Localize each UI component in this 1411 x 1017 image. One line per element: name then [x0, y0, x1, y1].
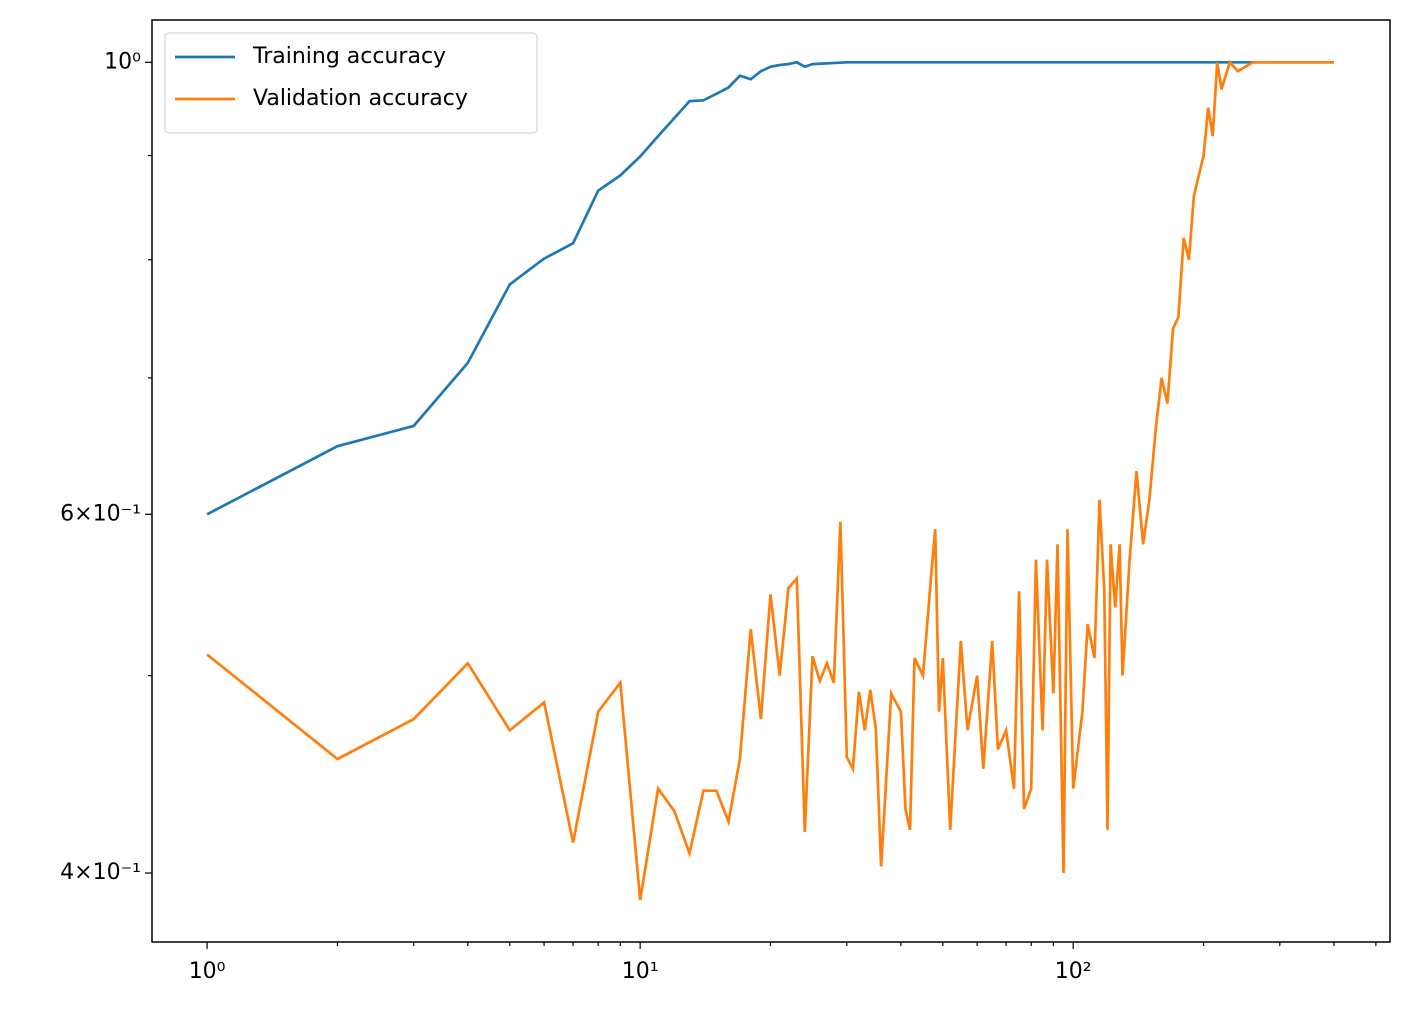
y-tick-label: 10⁰	[104, 49, 141, 74]
x-tick-label: 10⁰	[189, 959, 226, 984]
y-tick-label: 6×10⁻¹	[60, 501, 141, 526]
x-tick-label: 10¹	[622, 959, 659, 984]
y-tick-label: 4×10⁻¹	[60, 860, 141, 885]
legend-label: Training accuracy	[252, 44, 446, 69]
legend-label: Validation accuracy	[253, 86, 468, 111]
legend-box	[164, 32, 538, 134]
data-line	[206, 60, 1334, 516]
data-line	[206, 59, 1334, 901]
plot-frame	[151, 19, 1391, 943]
legend: Training accuracy Validation accuracy	[164, 32, 538, 134]
x-tick-label: 10²	[1055, 959, 1092, 984]
